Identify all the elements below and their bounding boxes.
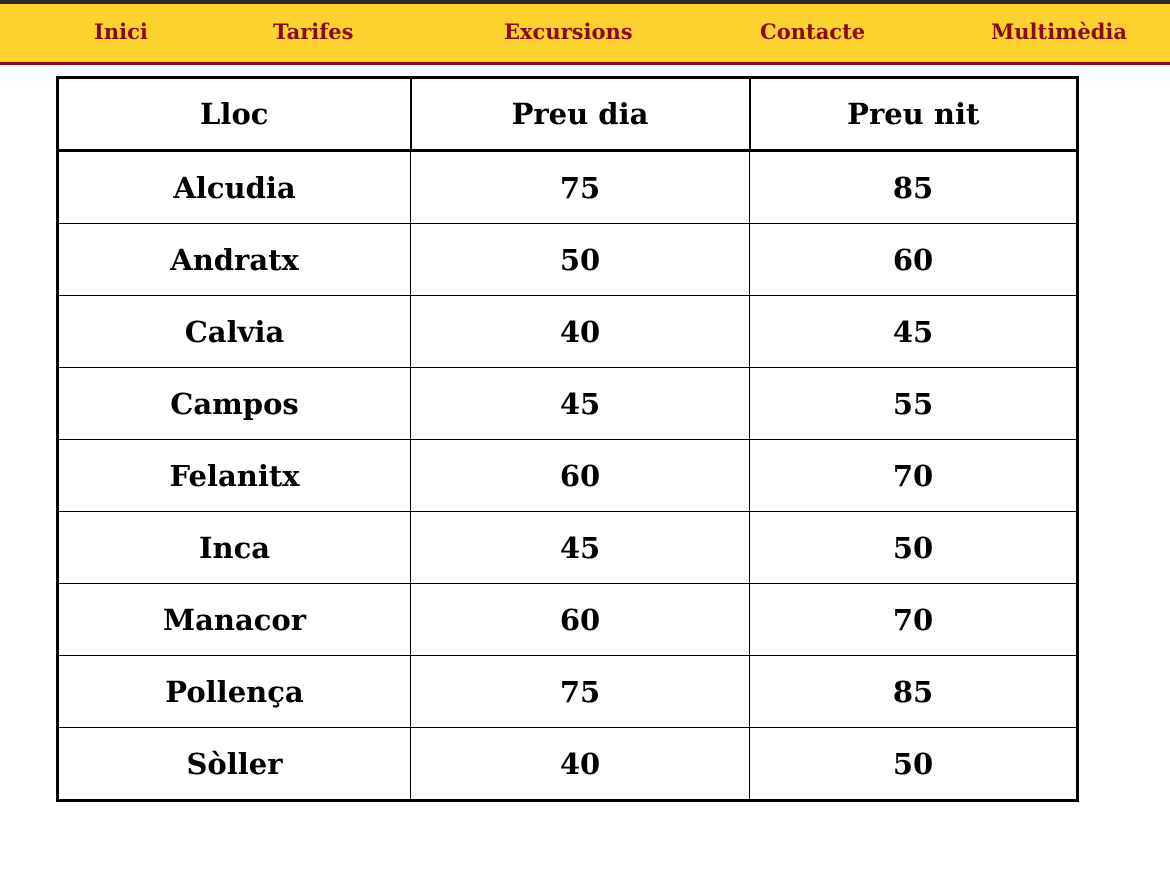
cell-preu-nit: 55	[749, 367, 1078, 440]
nav-link-multimedia[interactable]: Multimèdia	[991, 19, 1128, 44]
cell-preu-dia: 40	[410, 295, 750, 368]
table-row: Pollença 75 85	[57, 655, 1078, 728]
cell-lloc: Manacor	[57, 583, 411, 656]
nav-link-contacte[interactable]: Contacte	[760, 19, 866, 44]
table-header-row: Lloc Preu dia Preu nit	[56, 76, 1079, 152]
price-table: Lloc Preu dia Preu nit Alcudia 75 85 And…	[56, 76, 1079, 802]
cell-lloc: Campos	[57, 367, 411, 440]
table-row: Inca 45 50	[57, 511, 1078, 584]
cell-preu-nit: 70	[749, 583, 1078, 656]
table-row: Alcudia 75 85	[57, 150, 1078, 224]
table-row: Manacor 60 70	[57, 583, 1078, 656]
cell-preu-dia: 50	[410, 223, 750, 296]
cell-lloc: Calvia	[57, 295, 411, 368]
table-row: Calvia 40 45	[57, 295, 1078, 368]
cell-preu-dia: 40	[410, 727, 750, 801]
top-border	[0, 0, 1170, 4]
nav-link-excursions[interactable]: Excursions	[504, 19, 633, 44]
cell-lloc: Inca	[57, 511, 411, 584]
cell-preu-nit: 85	[749, 655, 1078, 728]
cell-preu-nit: 45	[749, 295, 1078, 368]
nav-link-tarifes[interactable]: Tarifes	[273, 19, 354, 44]
cell-preu-nit: 60	[749, 223, 1078, 296]
cell-lloc: Sòller	[57, 727, 411, 801]
cell-preu-nit: 70	[749, 439, 1078, 512]
cell-lloc: Felanitx	[57, 439, 411, 512]
column-header-preu-nit: Preu nit	[748, 76, 1079, 152]
cell-lloc: Pollença	[57, 655, 411, 728]
cell-preu-dia: 45	[410, 511, 750, 584]
cell-lloc: Alcudia	[57, 150, 411, 224]
nav-link-inici[interactable]: Inici	[94, 19, 148, 44]
cell-preu-dia: 60	[410, 583, 750, 656]
column-header-preu-dia: Preu dia	[409, 76, 751, 152]
table-row: Campos 45 55	[57, 367, 1078, 440]
column-header-lloc: Lloc	[56, 76, 412, 152]
cell-preu-nit: 85	[749, 150, 1078, 224]
cell-lloc: Andratx	[57, 223, 411, 296]
cell-preu-dia: 60	[410, 439, 750, 512]
cell-preu-dia: 45	[410, 367, 750, 440]
cell-preu-dia: 75	[410, 150, 750, 224]
cell-preu-nit: 50	[749, 727, 1078, 801]
cell-preu-nit: 50	[749, 511, 1078, 584]
table-row: Andratx 50 60	[57, 223, 1078, 296]
cell-preu-dia: 75	[410, 655, 750, 728]
main-nav: Inici Tarifes Excursions Contacte Multim…	[0, 4, 1170, 65]
table-row: Sòller 40 50	[57, 727, 1078, 801]
table-row: Felanitx 60 70	[57, 439, 1078, 512]
